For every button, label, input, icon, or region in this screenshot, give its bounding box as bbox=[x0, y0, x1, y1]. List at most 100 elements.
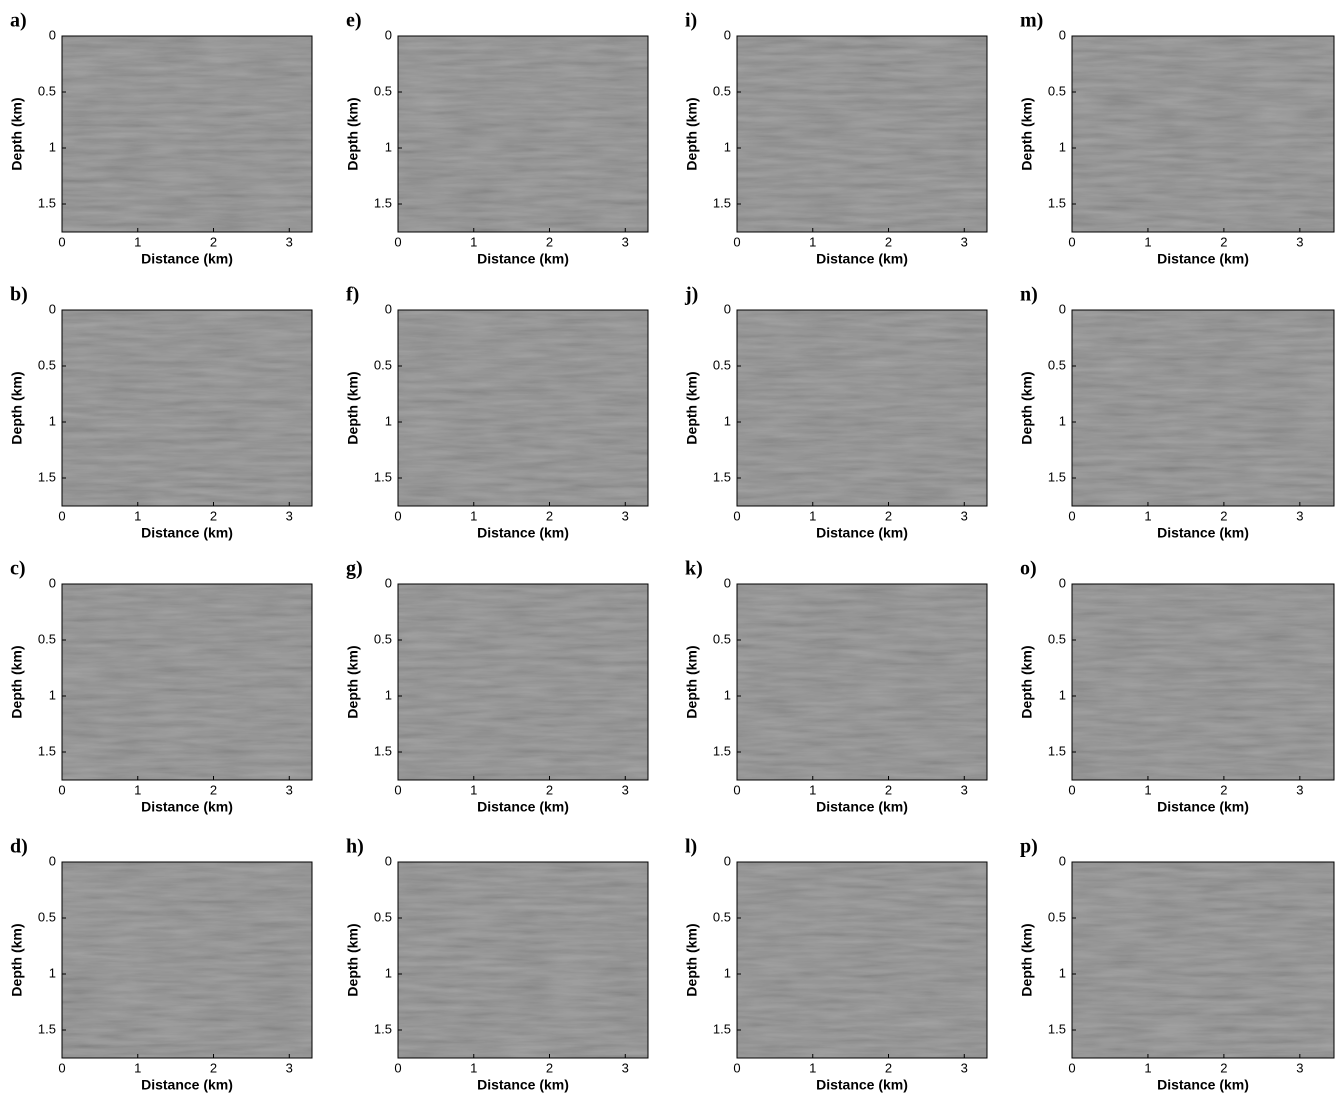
x-tick-label: 1 bbox=[809, 508, 816, 523]
x-tick-label: 1 bbox=[1144, 1060, 1151, 1075]
image-texture bbox=[62, 584, 312, 780]
x-tick-label: 1 bbox=[809, 782, 816, 797]
x-tick-label: 3 bbox=[622, 508, 629, 523]
y-tick-label: 1 bbox=[385, 413, 392, 428]
plot-frame bbox=[736, 35, 988, 233]
image-texture bbox=[737, 862, 987, 1058]
y-tick-label: 0 bbox=[1059, 575, 1066, 590]
image-texture bbox=[398, 36, 648, 232]
x-tick-label: 2 bbox=[1220, 782, 1227, 797]
y-axis-label: Depth (km) bbox=[1019, 371, 1035, 444]
y-tick-label: 0 bbox=[385, 27, 392, 42]
y-tick-label: 0.5 bbox=[374, 909, 392, 924]
panel: h) 0 1 2 3 0 0.5 1 1.5 Distance (km) Depth (km) bbox=[345, 836, 649, 1093]
x-tick-label: 3 bbox=[286, 508, 293, 523]
x-axis-label: Distance (km) bbox=[141, 1077, 233, 1093]
x-tick-label: 0 bbox=[1068, 782, 1075, 797]
image-texture bbox=[398, 862, 648, 1058]
panel-label: f) bbox=[346, 284, 359, 306]
x-tick-label: 1 bbox=[1144, 508, 1151, 523]
y-tick-label: 0.5 bbox=[1048, 909, 1066, 924]
x-tick-label: 1 bbox=[134, 782, 141, 797]
panel: i) 0 1 2 3 0 0.5 1 1.5 Distance (km) Depth (km) bbox=[684, 10, 988, 267]
x-tick-label: 2 bbox=[210, 1060, 217, 1075]
x-tick-label: 3 bbox=[1296, 508, 1303, 523]
x-tick-label: 0 bbox=[733, 508, 740, 523]
panel: o) 0 1 2 3 0 0.5 1 1.5 Distance (km) Depth (km) bbox=[1019, 558, 1335, 815]
y-tick-label: 0 bbox=[49, 301, 56, 316]
y-axis-label: Depth (km) bbox=[345, 371, 361, 444]
x-tick-label: 3 bbox=[286, 782, 293, 797]
image-texture bbox=[1072, 36, 1334, 232]
x-tick-label: 0 bbox=[394, 782, 401, 797]
x-tick-label: 0 bbox=[733, 234, 740, 249]
x-axis-label: Distance (km) bbox=[477, 799, 569, 815]
y-tick-label: 0 bbox=[385, 853, 392, 868]
panel-label: p) bbox=[1020, 836, 1038, 858]
x-tick-label: 3 bbox=[1296, 782, 1303, 797]
y-tick-label: 0.5 bbox=[713, 909, 731, 924]
x-tick-label: 3 bbox=[622, 1060, 629, 1075]
y-tick-label: 1.5 bbox=[1048, 1021, 1066, 1036]
x-tick-label: 3 bbox=[961, 1060, 968, 1075]
panel: k) 0 1 2 3 0 0.5 1 1.5 Distance (km) Depth (km) bbox=[684, 558, 988, 815]
y-tick-label: 1.5 bbox=[1048, 195, 1066, 210]
image-texture bbox=[737, 36, 987, 232]
y-tick-label: 0.5 bbox=[713, 631, 731, 646]
x-axis-label: Distance (km) bbox=[1157, 251, 1249, 267]
y-tick-label: 1.5 bbox=[38, 743, 56, 758]
x-axis-label: Distance (km) bbox=[816, 251, 908, 267]
y-tick-label: 1 bbox=[724, 139, 731, 154]
panel: j) 0 1 2 3 0 0.5 1 1.5 Distance (km) Depth (km) bbox=[684, 284, 988, 541]
x-tick-label: 2 bbox=[885, 234, 892, 249]
image-texture bbox=[1072, 862, 1334, 1058]
y-tick-label: 1 bbox=[724, 413, 731, 428]
x-tick-label: 0 bbox=[394, 1060, 401, 1075]
y-tick-label: 0 bbox=[724, 27, 731, 42]
x-tick-label: 0 bbox=[394, 234, 401, 249]
y-tick-label: 0.5 bbox=[38, 909, 56, 924]
plot-frame bbox=[397, 309, 649, 507]
x-tick-label: 1 bbox=[470, 234, 477, 249]
y-tick-label: 0 bbox=[724, 575, 731, 590]
y-axis-label: Depth (km) bbox=[684, 645, 700, 718]
y-axis-label: Depth (km) bbox=[9, 645, 25, 718]
x-tick-label: 2 bbox=[546, 508, 553, 523]
x-axis-label: Distance (km) bbox=[141, 251, 233, 267]
plot-frame bbox=[736, 309, 988, 507]
x-tick-label: 2 bbox=[885, 508, 892, 523]
x-tick-label: 3 bbox=[622, 782, 629, 797]
y-tick-label: 0 bbox=[724, 853, 731, 868]
y-tick-label: 1 bbox=[1059, 139, 1066, 154]
x-tick-label: 1 bbox=[470, 1060, 477, 1075]
y-tick-label: 1 bbox=[49, 687, 56, 702]
x-tick-label: 1 bbox=[134, 234, 141, 249]
x-tick-label: 0 bbox=[58, 508, 65, 523]
plot-frame bbox=[736, 861, 988, 1059]
panel-label: a) bbox=[10, 10, 27, 32]
panel-label: d) bbox=[10, 836, 28, 858]
plot-frame bbox=[61, 35, 313, 233]
y-tick-label: 1.5 bbox=[374, 469, 392, 484]
y-tick-label: 1 bbox=[385, 139, 392, 154]
panel-label: m) bbox=[1020, 10, 1043, 32]
x-tick-label: 2 bbox=[546, 1060, 553, 1075]
x-axis-label: Distance (km) bbox=[1157, 799, 1249, 815]
y-axis-label: Depth (km) bbox=[345, 97, 361, 170]
y-tick-label: 0.5 bbox=[374, 631, 392, 646]
x-tick-label: 0 bbox=[733, 782, 740, 797]
x-axis-label: Distance (km) bbox=[1157, 525, 1249, 541]
y-tick-label: 1.5 bbox=[38, 195, 56, 210]
x-axis-label: Distance (km) bbox=[816, 1077, 908, 1093]
y-tick-label: 1 bbox=[1059, 965, 1066, 980]
y-tick-label: 1 bbox=[724, 965, 731, 980]
plot-frame bbox=[397, 35, 649, 233]
panel: d) 0 1 2 3 0 0.5 1 1.5 Distance (km) Depth (km) bbox=[9, 836, 313, 1093]
x-tick-label: 0 bbox=[58, 782, 65, 797]
panel: l) 0 1 2 3 0 0.5 1 1.5 Distance (km) Depth (km) bbox=[684, 836, 988, 1093]
x-tick-label: 2 bbox=[1220, 234, 1227, 249]
plot-frame bbox=[397, 583, 649, 781]
y-axis-label: Depth (km) bbox=[345, 923, 361, 996]
x-axis-label: Distance (km) bbox=[1157, 1077, 1249, 1093]
x-tick-label: 3 bbox=[1296, 234, 1303, 249]
